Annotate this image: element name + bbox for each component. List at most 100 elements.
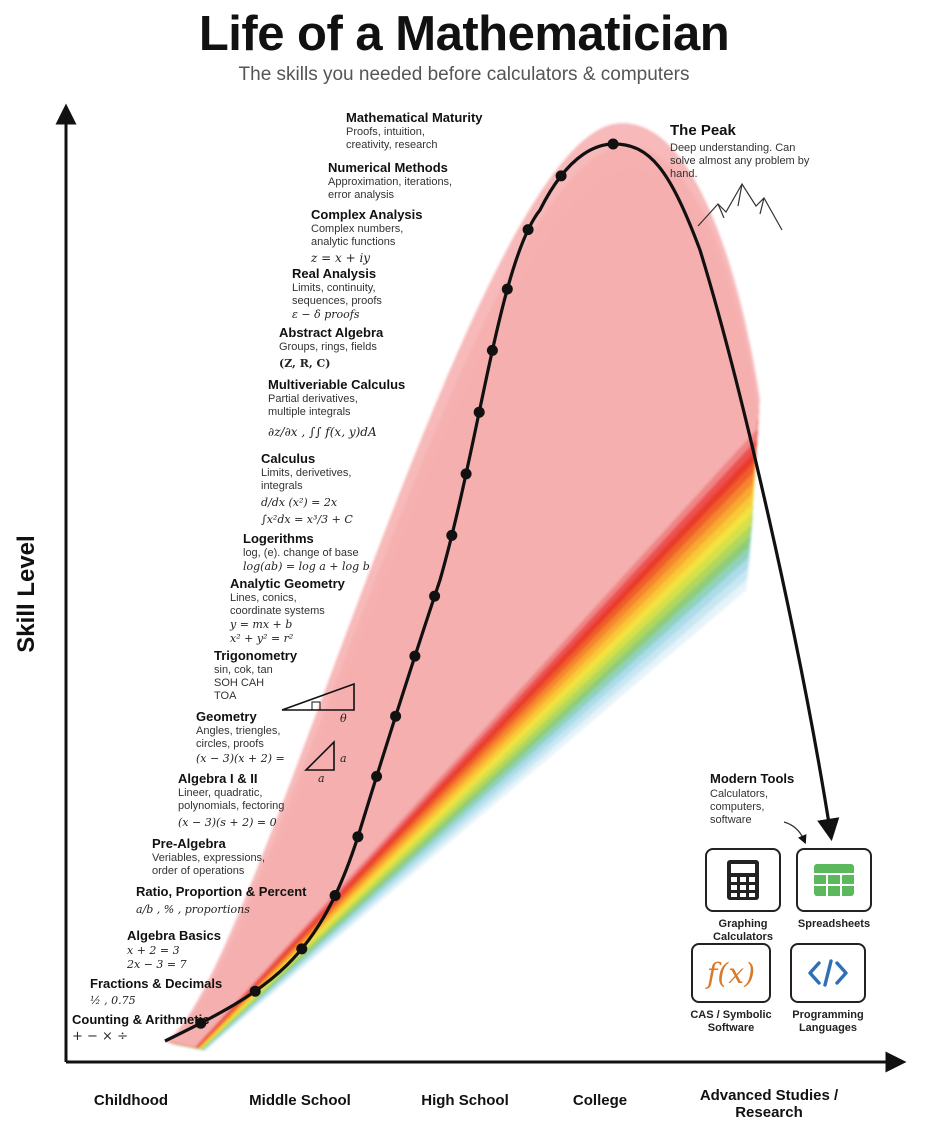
trig-triangle-icon: θ xyxy=(281,682,355,725)
skill-formula: x² + y² = r² xyxy=(230,632,294,645)
milestone-dot xyxy=(371,770,383,782)
skill-formula: z = x + iy xyxy=(311,251,371,265)
stage-advanced-studies: Advanced Studies / Research xyxy=(699,1087,839,1121)
skill-complex-analysis: Complex Analysis Complex numbers, analyt… xyxy=(311,207,541,265)
skill-geometry: Geometry Angles, triengles, circles, pro… xyxy=(196,709,426,766)
skill-desc: sin, cok, tan SOH CAH TOA xyxy=(214,664,273,702)
peak-annotation: The Peak Deep understanding. Can solve a… xyxy=(670,122,810,181)
skill-formula: (x − 3)(x + 2) = xyxy=(196,752,285,765)
skill-formula: ∂z/∂x , ∫∫ f(x, y)dA xyxy=(268,425,377,439)
skill-title: Mathematical Maturity xyxy=(346,110,483,125)
skill-title: Fractions & Decimals xyxy=(90,976,223,991)
skill-title: Calculus xyxy=(261,451,316,466)
skill-title: Abstract Algebra xyxy=(279,325,384,340)
skill-formula: log(ab) = log a + log b xyxy=(243,560,370,573)
skill-title: Analytic Geometry xyxy=(230,576,345,591)
milestone-dot xyxy=(429,590,441,602)
skill-formula: ½ , 0.75 xyxy=(90,994,136,1007)
modern-tools-pointer xyxy=(783,821,807,845)
code-icon xyxy=(790,943,866,1003)
milestone-dot xyxy=(486,344,498,356)
skill-desc: Complex numbers, analytic functions xyxy=(311,223,404,248)
fx-icon: f(x) xyxy=(691,943,771,1003)
theta-label: θ xyxy=(340,712,347,725)
tool-label: Programming Languages xyxy=(792,1009,864,1034)
milestone-dot xyxy=(352,831,364,843)
skill-desc: Veriables, expressions, order of operati… xyxy=(152,852,266,877)
milestone-dot xyxy=(473,406,485,418)
milestone-dot xyxy=(607,138,619,150)
milestone-dot xyxy=(409,650,421,662)
milestone-dot xyxy=(296,943,308,955)
skill-title: Multiveriable Calculus xyxy=(268,377,406,392)
milestone-dot xyxy=(390,710,402,722)
skill-multivariable-calculus: Multiveriable Calculus Partial derivativ… xyxy=(268,377,498,439)
skill-title: Ratio, Proportion & Percent xyxy=(136,884,307,899)
tool-label: Spreadsheets xyxy=(797,918,871,930)
side-a-label: a xyxy=(340,752,347,765)
rainbow-bands xyxy=(165,123,760,1052)
skill-desc: Approximation, iterations, error analysi… xyxy=(328,176,453,201)
skill-algebra: Algebra I & II Lineer, quadratic, polyno… xyxy=(178,771,408,830)
skill-algebra-basics: Algebra Basics x + 2 = 3 2x − 3 = 7 xyxy=(127,928,357,972)
page-title: Life of a Mathematician xyxy=(198,7,730,61)
tool-label: Graphing Calculators xyxy=(713,918,773,943)
geometry-triangle-icon: a a xyxy=(304,740,347,785)
tool-cas: f(x) CAS / Symbolic Software xyxy=(681,943,781,1035)
skill-formula: d/dx (x²) = 2x xyxy=(261,496,338,509)
tool-spreadsheets: Spreadsheets xyxy=(784,848,884,931)
skill-desc: Lineer, quadratic, polynomials, fectorin… xyxy=(178,787,285,812)
skill-desc: Partial derivatives, multiple integrals xyxy=(268,393,358,418)
peak-desc: Deep understanding. Can solve almost any… xyxy=(670,142,810,180)
tool-graphing-calculators: Graphing Calculators xyxy=(693,848,793,944)
modern-tools-title: Modern Tools xyxy=(710,771,795,786)
modern-tools-annotation: Modern Tools Calculators, computers, sof… xyxy=(710,771,850,827)
milestone-dot xyxy=(522,224,534,236)
skill-formula: (Z, R, C) xyxy=(279,357,331,370)
skill-title: Numerical Methods xyxy=(328,160,448,175)
stage-childhood: Childhood xyxy=(93,1092,169,1109)
skill-mathematical-maturity: Mathematical Maturity Proofs, intuition,… xyxy=(346,110,576,152)
skill-desc: log, (e). change of base xyxy=(243,547,359,559)
skill-trigonometry: Trigonometry sin, cok, tan SOH CAH TOA xyxy=(214,648,444,703)
skill-desc: Groups, rings, fields xyxy=(279,341,377,353)
skill-title: Trigonometry xyxy=(214,648,298,663)
side-a-label-bottom: a xyxy=(318,772,325,785)
mountain-icon xyxy=(697,182,783,231)
modern-tools-desc: Calculators, computers, software xyxy=(710,788,769,826)
skill-title: Geometry xyxy=(196,709,257,724)
y-axis-label: Skill Level xyxy=(13,535,40,653)
skill-title: Logerithms xyxy=(243,531,314,546)
milestone-dot xyxy=(329,890,341,901)
page-subtitle: The skills you needed before calculators… xyxy=(238,64,690,85)
skill-formula: ∫x²dx = x³/3 + C xyxy=(261,513,353,526)
skill-formula: y = mx + b xyxy=(230,618,293,631)
tool-programming: Programming Languages xyxy=(778,943,878,1035)
milestone-dot xyxy=(555,170,567,182)
skill-title: Algebra I & II xyxy=(178,771,258,786)
skill-title: Pre-Algebra xyxy=(152,836,226,851)
milestone-dot xyxy=(446,529,458,541)
skill-desc: Lines, conics, coordinate systems xyxy=(230,592,325,617)
skill-calculus: Calculus Limits, derivetives, integrals … xyxy=(261,451,491,527)
milestone-dot xyxy=(501,283,513,295)
skill-formula: (x − 3)(s + 2) = 0 xyxy=(178,816,277,829)
skill-abstract-algebra: Abstract Algebra Groups, rings, fields (… xyxy=(279,325,509,371)
skill-formula: 2x − 3 = 7 xyxy=(127,958,187,971)
skill-desc: Limits, continuity, sequences, proofs xyxy=(292,282,382,307)
skill-desc: Proofs, intuition, creativity, research xyxy=(346,126,438,151)
spreadsheet-icon xyxy=(796,848,872,912)
calculator-icon xyxy=(705,848,781,912)
skill-real-analysis: Real Analysis Limits, continuity, sequen… xyxy=(292,266,522,322)
skill-milestones xyxy=(195,138,619,1029)
skill-analytic-geometry: Analytic Geometry Lines, conics, coordin… xyxy=(230,576,460,646)
milestone-dot xyxy=(195,1017,207,1029)
tool-label: CAS / Symbolic Software xyxy=(690,1009,772,1034)
skill-ratio: Ratio, Proportion & Percent a/b , % , pr… xyxy=(136,884,366,917)
stage-high-school: High School xyxy=(421,1092,509,1109)
skill-title: Complex Analysis xyxy=(311,207,423,222)
skill-logarithms: Logerithms log, (e). change of base log(… xyxy=(243,531,473,574)
stage-middle-school: Middle School xyxy=(249,1092,351,1109)
rainbow-band xyxy=(165,123,760,1047)
